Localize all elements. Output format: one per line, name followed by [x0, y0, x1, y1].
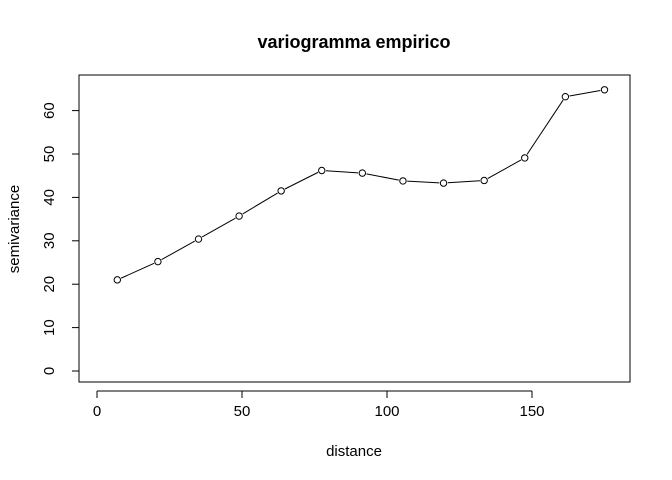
y-tick-label: 0 — [41, 367, 58, 375]
data-point — [480, 176, 488, 185]
y-tick-label: 50 — [41, 146, 58, 163]
data-point — [521, 154, 529, 162]
data-point — [194, 235, 203, 243]
series-layer — [113, 86, 609, 284]
x-tick-label: 150 — [519, 403, 544, 420]
series-line-segment — [284, 171, 319, 190]
series-line-segment — [487, 159, 522, 179]
series-line-segment — [526, 99, 564, 155]
data-point — [439, 179, 448, 187]
series-line-segment — [569, 90, 601, 97]
data-point — [154, 257, 162, 266]
y-tick-label: 10 — [41, 319, 58, 336]
y-axis-label: semivariance — [6, 185, 23, 273]
x-tick-label: 100 — [374, 403, 399, 420]
y-axis: 0 10 20 30 40 50 60 — [41, 102, 80, 375]
x-tick-label: 0 — [93, 403, 101, 420]
data-point — [399, 177, 407, 185]
series-line-segment — [366, 173, 399, 181]
data-point — [235, 212, 243, 220]
x-axis-label: distance — [326, 443, 382, 460]
data-point — [600, 86, 609, 94]
series-line-segment — [120, 262, 155, 279]
series-line-segment — [325, 170, 359, 174]
y-tick-label: 20 — [41, 276, 58, 293]
data-point — [318, 166, 326, 175]
series-line-segment — [407, 180, 440, 184]
y-tick-label: 30 — [41, 232, 58, 249]
plot-frame — [78, 74, 631, 383]
series-line-segment — [447, 180, 480, 184]
series-line-segment — [161, 240, 196, 261]
data-point — [358, 169, 367, 177]
data-point — [561, 93, 570, 101]
x-tick-label: 50 — [234, 403, 251, 420]
series-line-segment — [201, 217, 236, 238]
x-axis: 0 50 100 150 — [93, 390, 545, 420]
y-tick-label: 40 — [41, 189, 58, 206]
y-tick-label: 60 — [41, 102, 58, 119]
series-line-segment — [242, 192, 278, 215]
data-point — [113, 276, 122, 284]
data-point — [277, 187, 285, 195]
chart-title: variogramma empirico — [257, 32, 450, 52]
